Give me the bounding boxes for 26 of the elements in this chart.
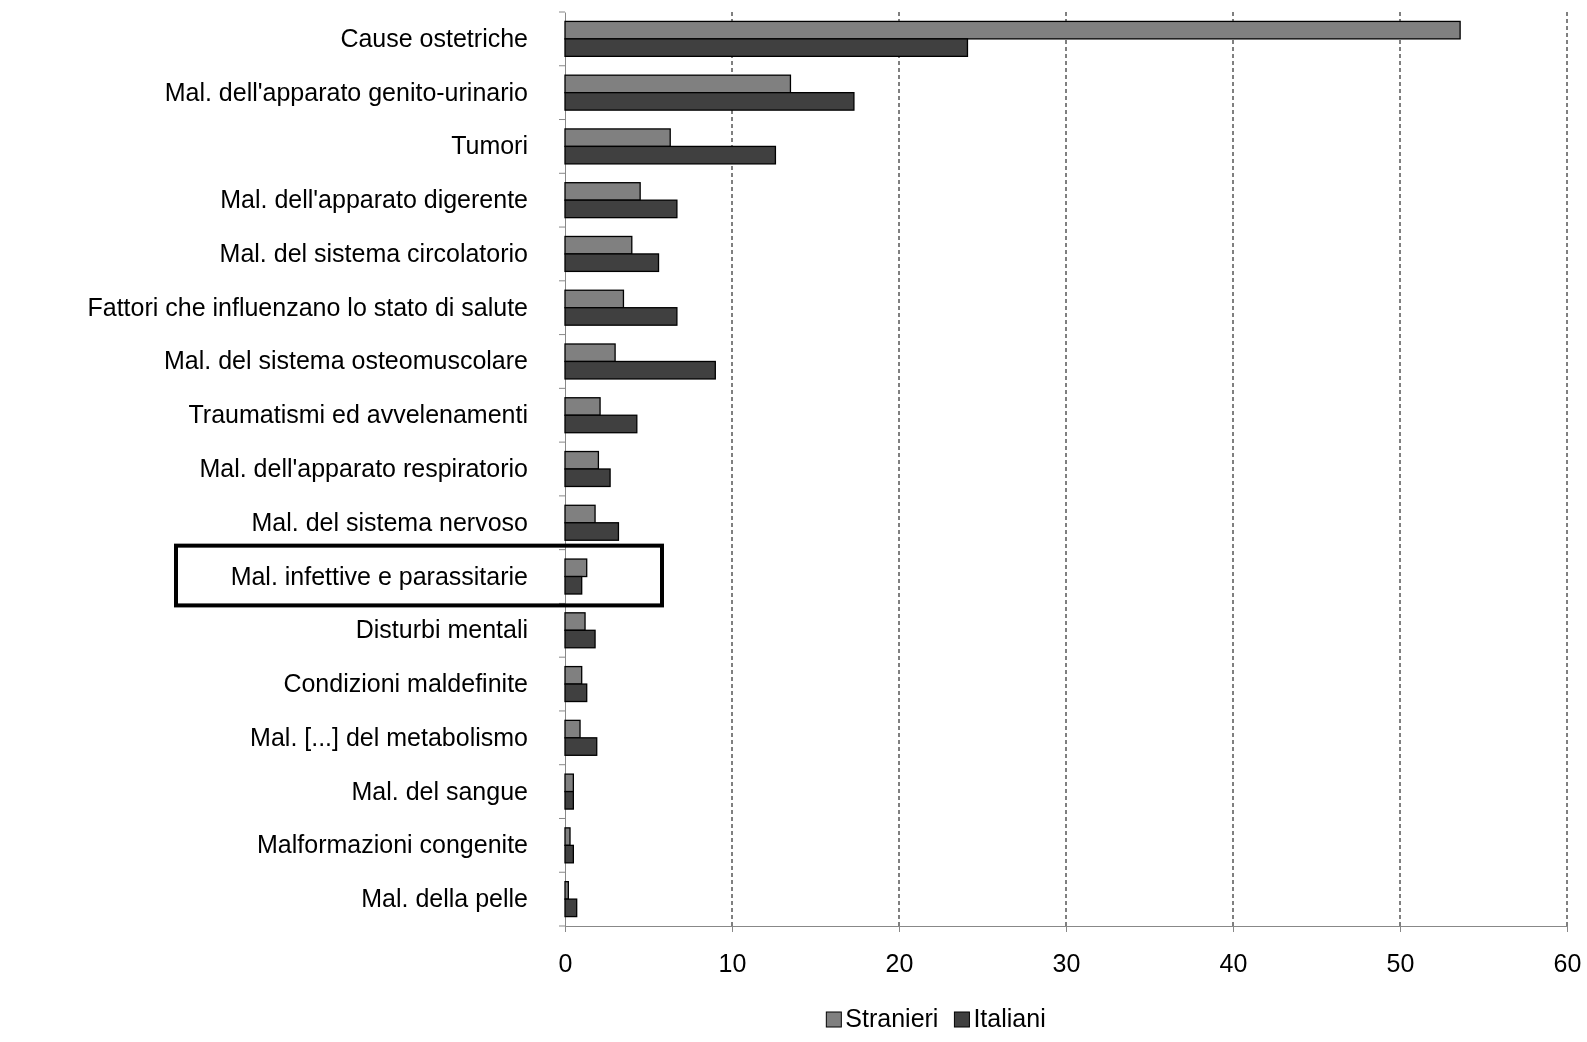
x-tick-label: 10 bbox=[718, 948, 747, 977]
y-tick-label: Malformazioni congenite bbox=[257, 830, 528, 859]
y-tick-label: Tumori bbox=[451, 131, 528, 160]
y-tick-label: Condizioni maldefinite bbox=[283, 669, 528, 698]
y-tick-label: Mal. del sangue bbox=[351, 776, 528, 805]
y-tick-label: Mal. del sistema osteomuscolare bbox=[163, 346, 528, 375]
y-tick-label: Traumatismi ed avvelenamenti bbox=[188, 400, 528, 429]
legend-label: Stranieri bbox=[845, 1004, 939, 1032]
y-tick-label: Mal. dell'apparato respiratorio bbox=[199, 454, 528, 482]
x-tick-label: 50 bbox=[1386, 948, 1415, 977]
x-tick-label: 40 bbox=[1219, 948, 1248, 977]
legend-label: Italiani bbox=[973, 1004, 1046, 1032]
y-tick-label: Mal. dell'apparato genito-urinario bbox=[164, 77, 528, 106]
y-tick-label: Cause ostetriche bbox=[340, 23, 528, 52]
x-tick-label: 30 bbox=[1052, 948, 1081, 977]
y-tick-label: Mal. della pelle bbox=[361, 884, 528, 913]
y-tick-label: Mal. del sistema nervoso bbox=[251, 507, 528, 536]
y-tick-label: Fattori che influenzano lo stato di salute bbox=[87, 292, 528, 321]
y-tick-label: Disturbi mentali bbox=[355, 615, 528, 644]
y-tick-label: Mal. del sistema circolatorio bbox=[219, 238, 528, 267]
y-tick-label: Mal. infettive e parassitarie bbox=[230, 561, 528, 590]
x-tick-label: 20 bbox=[885, 948, 914, 977]
x-tick-label: 60 bbox=[1553, 948, 1582, 977]
y-tick-label: Mal. [...] del metabolismo bbox=[250, 722, 528, 751]
x-tick-label: 0 bbox=[558, 948, 573, 977]
y-tick-label: Mal. dell'apparato digerente bbox=[220, 185, 528, 214]
